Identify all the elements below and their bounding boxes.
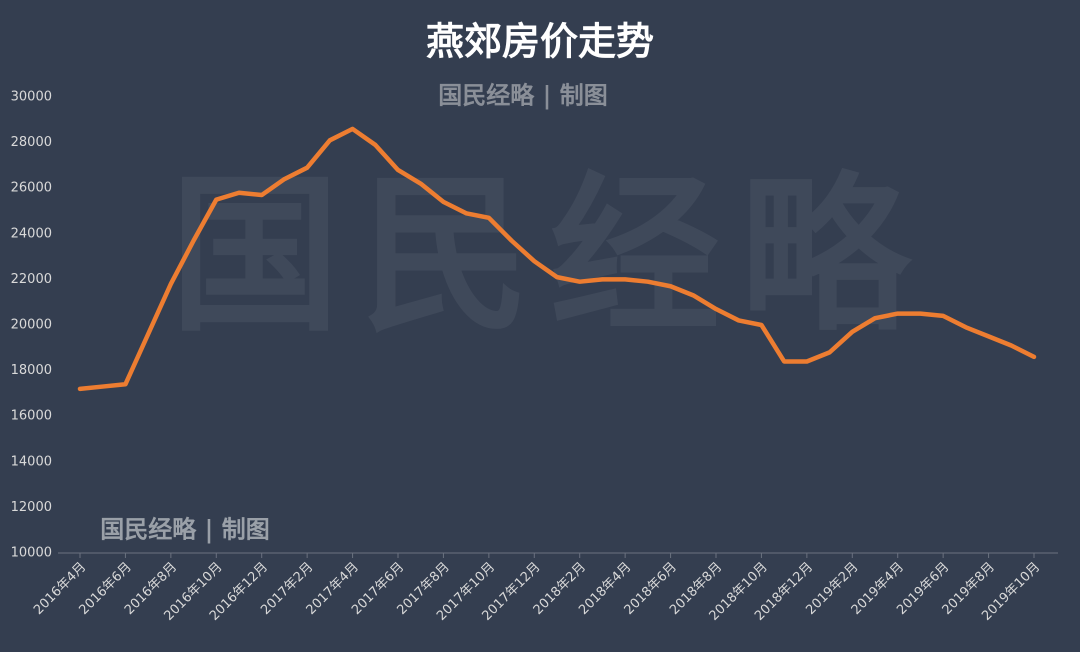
y-tick-label: 28000	[11, 135, 52, 150]
chart-title: 燕郊房价走势	[426, 20, 654, 64]
credit: 国民经略 | 制图	[100, 515, 269, 544]
y-tick-label: 16000	[11, 409, 52, 424]
y-tick-label: 24000	[11, 226, 52, 241]
watermark: 国民经略	[170, 156, 930, 356]
y-tick-label: 10000	[11, 546, 52, 561]
y-tick-label: 22000	[11, 272, 52, 287]
y-tick-label: 14000	[11, 454, 52, 469]
y-tick-label: 18000	[11, 363, 52, 378]
credit: 国民经略 | 制图	[438, 81, 607, 110]
line-series	[77, 126, 1037, 392]
y-tick-label: 26000	[11, 181, 52, 196]
y-tick-label: 30000	[11, 90, 52, 105]
y-tick-label: 12000	[11, 500, 52, 515]
y-tick-label: 20000	[11, 318, 52, 333]
